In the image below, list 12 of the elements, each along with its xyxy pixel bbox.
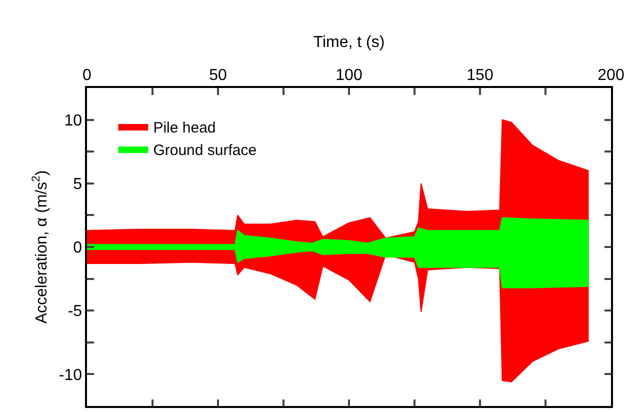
x-tick-label: 50 — [209, 66, 227, 84]
x-tick-label: 150 — [466, 66, 494, 84]
y-tick-label: 10 — [64, 112, 82, 130]
x-tick-label: 100 — [336, 66, 362, 84]
legend-label: Ground surface — [153, 142, 257, 159]
legend-label: Pile head — [153, 119, 216, 136]
y-tick-label: 5 — [73, 176, 82, 193]
y-tick-label: -10 — [58, 366, 82, 384]
y-tick-label: 0 — [73, 240, 82, 257]
x-axis-title: Time, t (s) — [313, 34, 385, 52]
y-tick-label: -5 — [68, 303, 82, 320]
x-tick-label: 200 — [598, 66, 624, 84]
